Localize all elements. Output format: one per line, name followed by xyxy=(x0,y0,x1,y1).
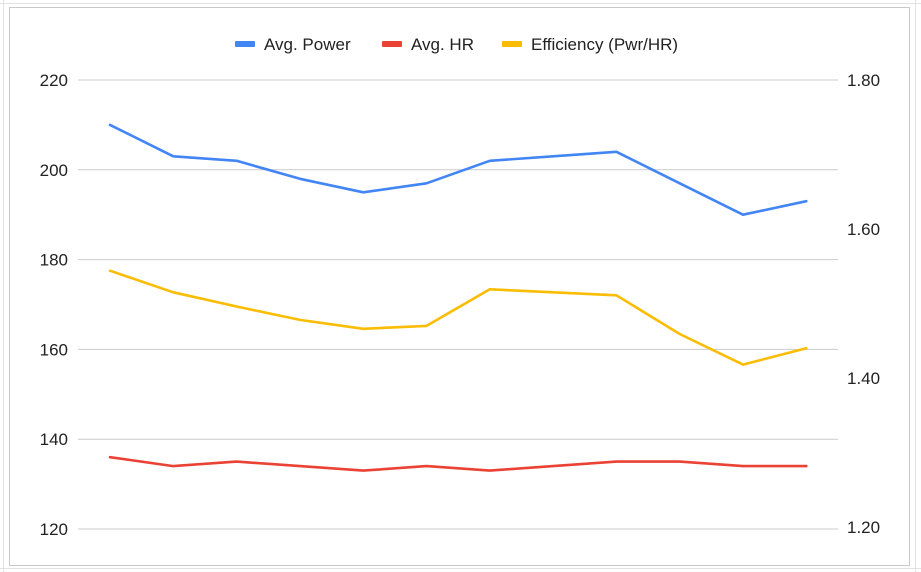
gridlines xyxy=(78,79,838,530)
left-tick-label: 160 xyxy=(40,340,68,359)
left-tick-label: 200 xyxy=(40,161,68,180)
legend-label-hr[interactable]: Avg. HR xyxy=(411,35,474,54)
left-tick-label: 140 xyxy=(40,430,68,449)
right-axis: 1.80 1.60 1.40 1.20 xyxy=(847,71,880,537)
series-line-power[interactable] xyxy=(108,123,808,216)
left-tick-label: 120 xyxy=(40,520,68,539)
series-line-hr[interactable] xyxy=(108,455,808,472)
left-tick-label: 220 xyxy=(40,71,68,90)
right-tick-label: 1.60 xyxy=(847,220,880,239)
right-tick-label: 1.20 xyxy=(847,518,880,537)
legend-label-efficiency[interactable]: Efficiency (Pwr/HR) xyxy=(531,35,678,54)
legend-swatch-power xyxy=(235,41,255,47)
legend-swatch-efficiency xyxy=(502,41,522,47)
series-line-efficiency[interactable] xyxy=(108,269,808,366)
legend-label-power[interactable]: Avg. Power xyxy=(264,35,351,54)
right-tick-label: 1.40 xyxy=(847,369,880,388)
left-tick-label: 180 xyxy=(40,251,68,270)
legend: Avg. Power Avg. HR Efficiency (Pwr/HR) xyxy=(235,35,678,54)
series-lines xyxy=(108,123,808,472)
right-tick-label: 1.80 xyxy=(847,71,880,90)
left-axis: 220 200 180 160 140 120 xyxy=(40,71,68,539)
legend-swatch-hr xyxy=(382,41,402,47)
